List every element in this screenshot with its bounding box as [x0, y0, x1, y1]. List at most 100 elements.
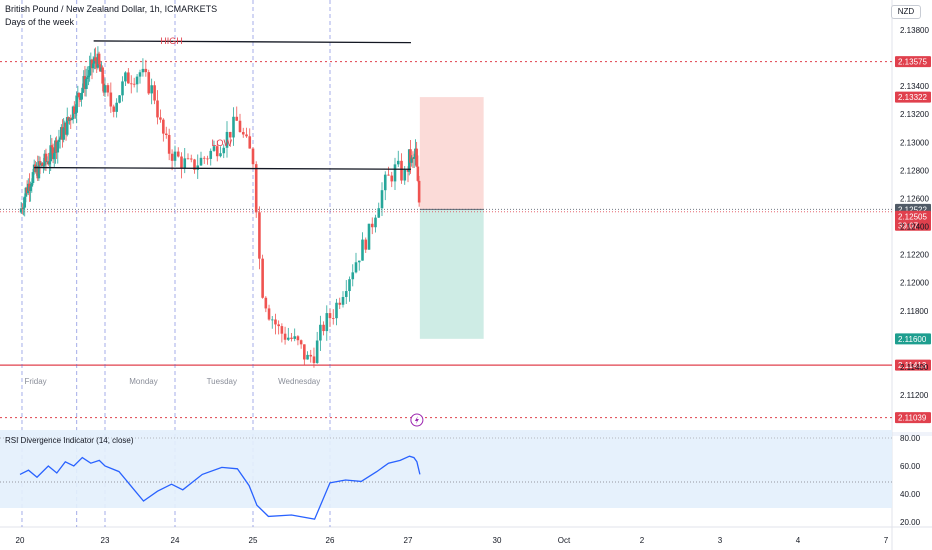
- candle-body: [315, 340, 319, 363]
- candle-body: [97, 53, 101, 65]
- time-tick: 23: [101, 536, 110, 545]
- candle-body: [150, 85, 153, 94]
- candle-body: [135, 76, 139, 85]
- price-tick: 2.13800: [900, 26, 929, 35]
- high-line: [93, 40, 411, 44]
- candle-body: [219, 153, 222, 157]
- candle-body: [75, 95, 78, 113]
- candle-body: [44, 153, 48, 162]
- countdown-label: 39:07: [898, 221, 919, 230]
- candle-body: [390, 175, 394, 182]
- price-label: 2.11039: [898, 414, 927, 423]
- candle-body: [74, 112, 77, 114]
- candle-body: [367, 223, 371, 250]
- candle-body: [176, 151, 180, 157]
- candle-body: [62, 127, 65, 140]
- candle-body: [103, 85, 107, 93]
- candle-body: [85, 77, 89, 80]
- candle-body: [162, 119, 165, 134]
- candle-body: [57, 139, 61, 142]
- candle-body: [258, 212, 261, 259]
- candle-body: [29, 186, 32, 191]
- candle-body: [403, 169, 407, 181]
- price-tick: 2.12800: [900, 166, 929, 175]
- candle-body: [274, 319, 277, 325]
- candle-body: [306, 354, 309, 360]
- candle-body: [193, 159, 196, 170]
- candle-body: [206, 158, 209, 160]
- candle-body: [196, 165, 200, 170]
- annotation-high: HIGH: [160, 36, 183, 46]
- candle-body: [264, 297, 268, 309]
- candle-body: [180, 156, 183, 169]
- candle-body: [261, 258, 264, 298]
- candle-body: [215, 146, 219, 157]
- candle-body: [222, 147, 226, 154]
- candle-body: [232, 116, 235, 138]
- day-label: Friday: [24, 377, 46, 386]
- candle-body: [235, 116, 239, 121]
- candle-body: [77, 93, 81, 98]
- day-label: Monday: [129, 377, 157, 386]
- candle-body: [374, 217, 377, 228]
- time-tick: 25: [249, 536, 258, 545]
- candle-body: [115, 102, 118, 112]
- candle-body: [357, 260, 361, 263]
- price-label: 2.13322: [898, 93, 927, 102]
- candle-body: [416, 166, 420, 181]
- time-tick: 3: [718, 536, 723, 545]
- candle-body: [228, 131, 232, 138]
- day-label: Tuesday: [207, 377, 237, 386]
- candle-body: [351, 272, 355, 280]
- candle-body: [296, 336, 300, 341]
- candle-body: [293, 336, 297, 339]
- candle-body: [147, 72, 151, 94]
- price-label: 2.11413: [898, 361, 927, 370]
- rsi-tick: 20.00: [900, 518, 921, 527]
- candle-body: [112, 106, 116, 112]
- price-tick: 2.13400: [900, 82, 929, 91]
- price-tick: 2.12000: [900, 279, 929, 288]
- candle-body: [42, 165, 45, 167]
- candle-body: [335, 302, 338, 319]
- rsi-line: [19, 455, 421, 520]
- currency-button[interactable]: NZD: [891, 5, 921, 19]
- candle-body: [23, 196, 27, 208]
- stop-loss-zone: [419, 97, 484, 210]
- candle-body: [50, 145, 54, 148]
- candle-body: [19, 208, 23, 213]
- low-line: [34, 166, 411, 170]
- time-tick: 2: [640, 536, 645, 545]
- time-tick: 20: [16, 536, 25, 545]
- candle-body: [417, 180, 421, 203]
- price-tick: 2.13000: [900, 138, 929, 147]
- candle-body: [153, 85, 156, 101]
- candle-body: [94, 57, 97, 62]
- price-tick: 2.11200: [900, 391, 929, 400]
- candle-body: [400, 160, 403, 181]
- candle-body: [81, 87, 84, 93]
- candle-body: [354, 262, 358, 273]
- rsi-tick: 40.00: [900, 490, 921, 499]
- time-tick: 26: [326, 536, 335, 545]
- candle-body: [280, 326, 284, 334]
- price-label: 2.13575: [898, 58, 927, 67]
- candle-body: [241, 132, 245, 135]
- candle-body: [37, 161, 41, 179]
- time-tick: 30: [493, 536, 502, 545]
- candle-body: [80, 92, 83, 100]
- candle-body: [393, 164, 397, 182]
- time-tick: 4: [796, 536, 801, 545]
- price-label: 2.12505: [898, 212, 927, 221]
- price-tick: 2.11800: [900, 307, 929, 316]
- price-tick: 2.12400: [900, 223, 929, 232]
- candle-body: [48, 161, 51, 165]
- candle-body: [167, 134, 171, 154]
- price-tick: 2.12600: [900, 194, 929, 203]
- indicator-title: Days of the week: [5, 17, 75, 27]
- candle-body: [331, 318, 335, 319]
- price-tick: 2.13200: [900, 110, 929, 119]
- candle-body: [415, 148, 418, 167]
